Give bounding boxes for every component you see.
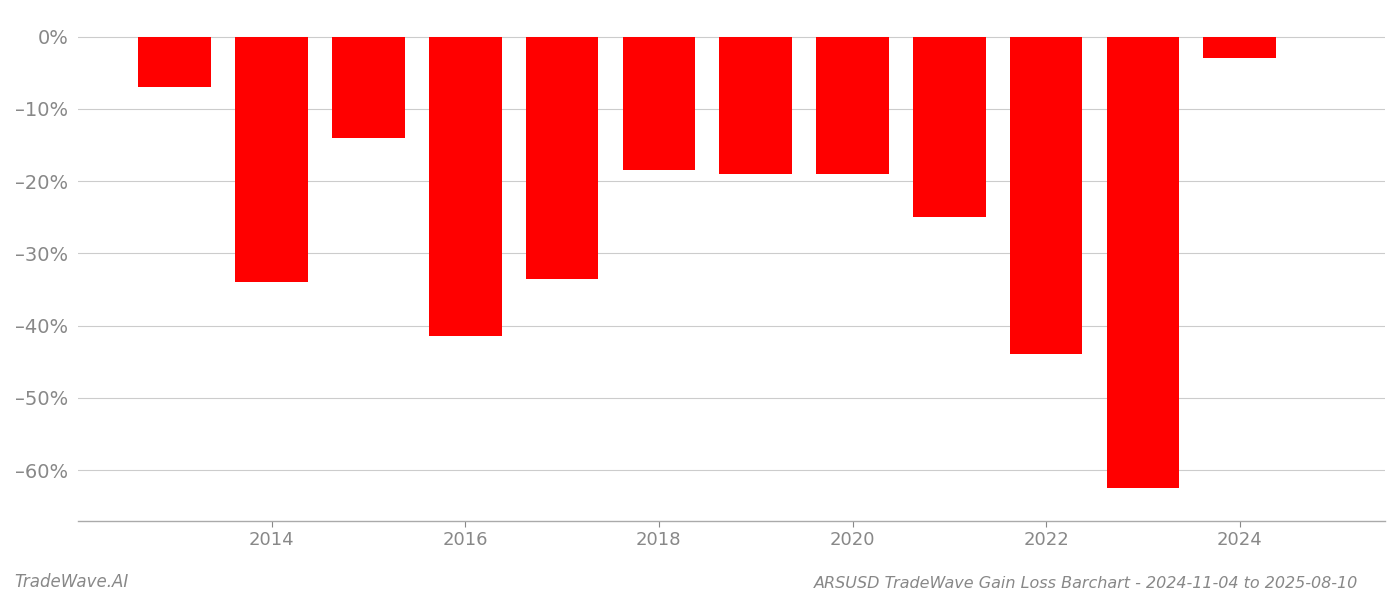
Bar bbox=[720, 37, 792, 174]
Bar bbox=[139, 37, 211, 87]
Text: TradeWave.AI: TradeWave.AI bbox=[14, 573, 129, 591]
Bar bbox=[332, 37, 405, 138]
Text: ARSUSD TradeWave Gain Loss Barchart - 2024-11-04 to 2025-08-10: ARSUSD TradeWave Gain Loss Barchart - 20… bbox=[813, 576, 1358, 591]
Bar bbox=[1204, 37, 1275, 58]
Bar bbox=[428, 37, 501, 337]
Bar bbox=[235, 37, 308, 282]
Bar bbox=[816, 37, 889, 174]
Bar bbox=[623, 37, 696, 170]
Bar bbox=[1106, 37, 1179, 488]
Bar bbox=[1009, 37, 1082, 355]
Bar bbox=[913, 37, 986, 217]
Bar bbox=[526, 37, 598, 278]
